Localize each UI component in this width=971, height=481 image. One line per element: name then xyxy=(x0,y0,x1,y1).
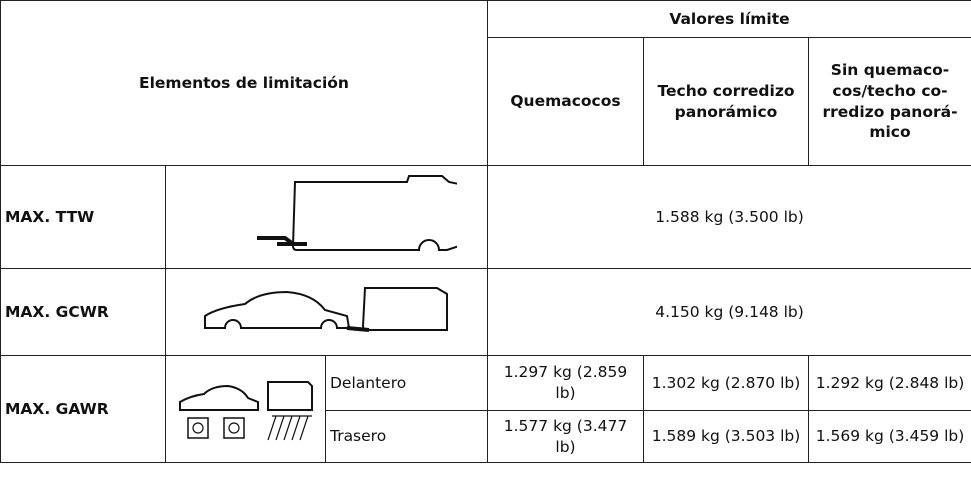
row: MAX. TTW 1.588 kg (3.500 lb) xyxy=(0,165,971,269)
column-header: Sin quemaco-cos/techo co-rredizo panorá-… xyxy=(808,37,971,166)
header-cell: Elementos de limitación xyxy=(0,0,488,166)
row-label: MAX. TTW xyxy=(0,165,166,269)
header-row: Elementos de limitación Valores límite xyxy=(0,0,971,166)
header-line: Sin quemaco- xyxy=(830,60,950,79)
row: MAX. GAWR Delantero 1.297 kg (2.859 lb) … xyxy=(0,355,971,463)
axle-label: Trasero xyxy=(325,410,488,463)
header-line: mico xyxy=(869,123,911,142)
value-cell: 1.569 kg (3.459 lb) xyxy=(808,410,971,463)
column-header: Quemacocos xyxy=(487,37,644,166)
value-cell: 1.577 kg (3.477 lb) xyxy=(487,410,644,463)
illustration-cell xyxy=(165,165,488,269)
header-line: Quemacocos xyxy=(510,92,621,111)
header-row: Quemacocos Techo corredizo panorámico Sin… xyxy=(1,37,971,166)
header-line: rredizo panorá- xyxy=(822,102,958,121)
value-cell: 1.297 kg (2.859 lb) xyxy=(487,355,644,411)
header-line: panorámico xyxy=(674,102,778,121)
car-trailer-icon xyxy=(203,287,448,332)
column-header: Techo corredizo panorámico xyxy=(643,37,809,166)
value-cell: 1.589 kg (3.503 lb) xyxy=(643,410,809,463)
row: Trasero 1.577 kg (3.477 lb) 1.589 kg (3.… xyxy=(1,410,971,463)
header-line: Techo corredizo xyxy=(657,81,795,100)
value-cell: 1.588 kg (3.500 lb) xyxy=(487,165,971,269)
row: MAX. GCWR 4.150 kg (9.148 lb) xyxy=(0,268,971,356)
axle-scale-icon xyxy=(178,381,313,441)
row-label: MAX. GCWR xyxy=(0,268,166,356)
row-label: MAX. GAWR xyxy=(0,355,166,463)
limits-table: Elementos de limitación Valores límite Q… xyxy=(0,0,971,463)
header-cell: Valores límite xyxy=(487,0,971,38)
axle-label: Delantero xyxy=(325,355,488,411)
illustration-cell xyxy=(165,268,488,356)
illustration-cell xyxy=(165,355,326,463)
header-line: cos/techo co- xyxy=(832,81,948,100)
value-cell: 1.302 kg (2.870 lb) xyxy=(643,355,809,411)
value-cell: 1.292 kg (2.848 lb) xyxy=(808,355,971,411)
trailer-icon xyxy=(256,175,457,251)
value-cell: 4.150 kg (9.148 lb) xyxy=(487,268,971,356)
